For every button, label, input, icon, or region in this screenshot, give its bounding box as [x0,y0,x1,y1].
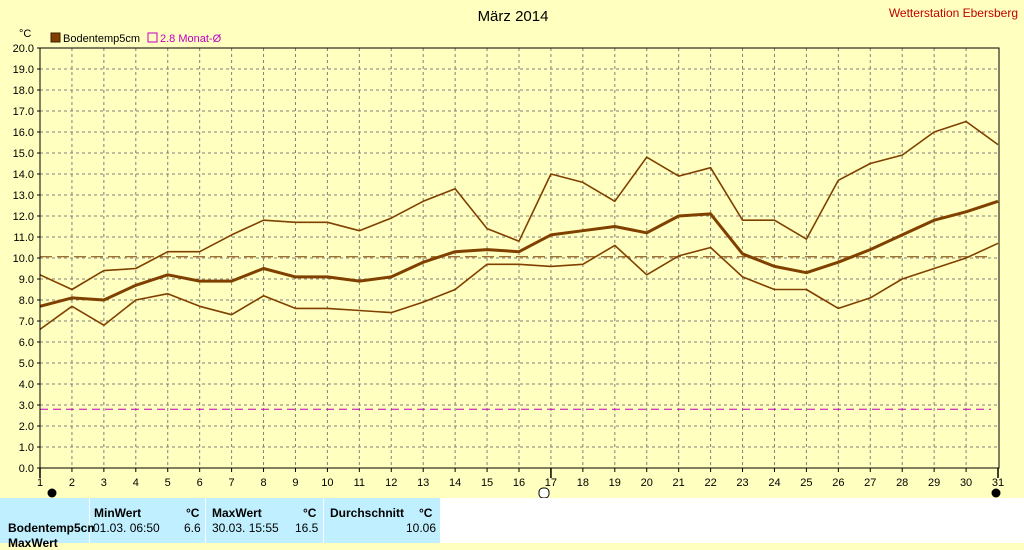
min-time: 01.03. 06:50 [93,521,160,535]
x-tick-label: 2 [69,477,75,489]
header-avg-unit: °C [419,506,433,520]
grid [40,48,999,468]
x-tick-label: 28 [896,477,908,489]
x-tick-label: 8 [260,477,266,489]
reference-lines [40,256,991,410]
x-tick-label: 5 [165,477,171,489]
y-tick-label: 6.0 [19,337,34,349]
cursor-marker-end[interactable] [991,488,1001,498]
x-tick-label: 18 [577,477,589,489]
cursor-marker-start[interactable] [47,488,57,498]
y-tick-label: 7.0 [19,316,34,328]
max-time: 30.03. 15:55 [212,521,279,535]
x-tick-label: 3 [101,477,107,489]
cursor-marker-mid[interactable] [538,487,550,498]
x-tick-label: 27 [864,477,876,489]
x-tick-label: 26 [832,477,844,489]
stats-panel: MinWert °C MaxWert °C Durchschnitt °C Bo… [0,498,1024,550]
x-tick-label: 31 [992,477,1004,489]
series-line-min [39,242,999,331]
header-avg: Durchschnitt [330,506,405,520]
legend-swatch-monthavg [147,32,158,43]
y-tick-label: 12.0 [13,211,34,223]
x-tick-label: 23 [736,477,748,489]
x-tick-label: 19 [609,477,621,489]
x-tick-label: 10 [321,477,333,489]
y-tick-label: 8.0 [19,295,34,307]
header-min: MinWert [94,506,142,520]
y-axis-labels: 0.0 1.0 2.0 3.0 4.0 5.0 6.0 7.0 8.0 9.0 10.0 11.0 12… [13,43,40,475]
x-tick-label: 24 [768,477,780,489]
station-label: Wetterstation Ebersberg [889,6,1018,20]
next-row-label: MaxWert [8,536,58,550]
x-tick-label: 7 [229,477,235,489]
y-tick-label: 4.0 [19,379,34,391]
x-tick-label: 25 [800,477,812,489]
x-tick-label: 16 [513,477,525,489]
chart-area: 0.01.02.03.04.05.06.07.08.09.010.011.012… [13,6,1018,498]
x-tick-label: 12 [385,477,397,489]
max-value: 16.5 [295,521,319,535]
stats-panel-empty [441,498,1024,543]
plot-frame [39,47,1000,469]
cursor-markers [47,487,1001,498]
chart-title: März 2014 [478,8,549,25]
x-tick-label: 20 [641,477,653,489]
x-tick-label: 1 [37,477,43,489]
y-tick-label: 20.0 [13,43,34,55]
x-tick-label: 11 [354,477,365,489]
header-max-unit: °C [303,506,317,520]
x-tick-label: 21 [673,477,685,489]
x-tick-label: 9 [292,477,298,489]
y-tick-label: 0.0 [19,463,34,475]
x-tick-label: 13 [417,477,429,489]
series-line-mean [39,199,999,308]
y-tick-label: 18.0 [13,85,34,97]
y-tick-label: 1.0 [19,442,34,454]
y-tick-label: 15.0 [13,148,34,160]
y-tick-label: 2.0 [19,421,34,433]
y-tick-label: 3.0 [19,400,34,412]
y-tick-label: 9.0 [19,274,34,286]
avg-value: 10.06 [406,521,437,535]
legend-label-bodentemp: Bodentemp5cm [63,33,140,45]
min-value: 6.6 [184,521,201,535]
legend: Bodentemp5cm 2.8 Monat-Ø [50,32,222,45]
x-tick-label: 30 [960,477,972,489]
y-axis-unit: °C [19,28,31,40]
legend-swatch-bodentemp [50,32,61,43]
y-tick-label: 16.0 [13,127,34,139]
x-tick-label: 6 [197,477,203,489]
legend-label-monthavg: 2.8 Monat-Ø [160,33,222,45]
y-tick-label: 5.0 [19,358,34,370]
y-tick-label: 13.0 [13,190,34,202]
y-tick-label: 10.0 [13,253,34,265]
header-min-unit: °C [186,506,200,520]
x-tick-label: 15 [481,477,493,489]
x-axis-labels: 1 2 3 4 5 6 7 8 9 10 11 12 13 14 15 16 17 18 19 20 21 22 23 24 2… [37,468,1004,489]
y-tick-label: 14.0 [13,169,34,181]
header-max: MaxWert [212,506,262,520]
x-tick-label: 14 [449,477,461,489]
x-tick-label: 17 [545,477,557,489]
x-tick-label: 22 [704,477,716,489]
y-tick-label: 19.0 [13,64,34,76]
x-tick-label: 29 [928,477,940,489]
row-label: Bodentemp5cm [8,521,94,535]
y-tick-label: 11.0 [13,232,34,244]
series-lines [39,120,999,331]
x-tick-label: 4 [133,477,139,489]
series-line-max [39,120,999,291]
y-tick-label: 17.0 [13,106,34,118]
